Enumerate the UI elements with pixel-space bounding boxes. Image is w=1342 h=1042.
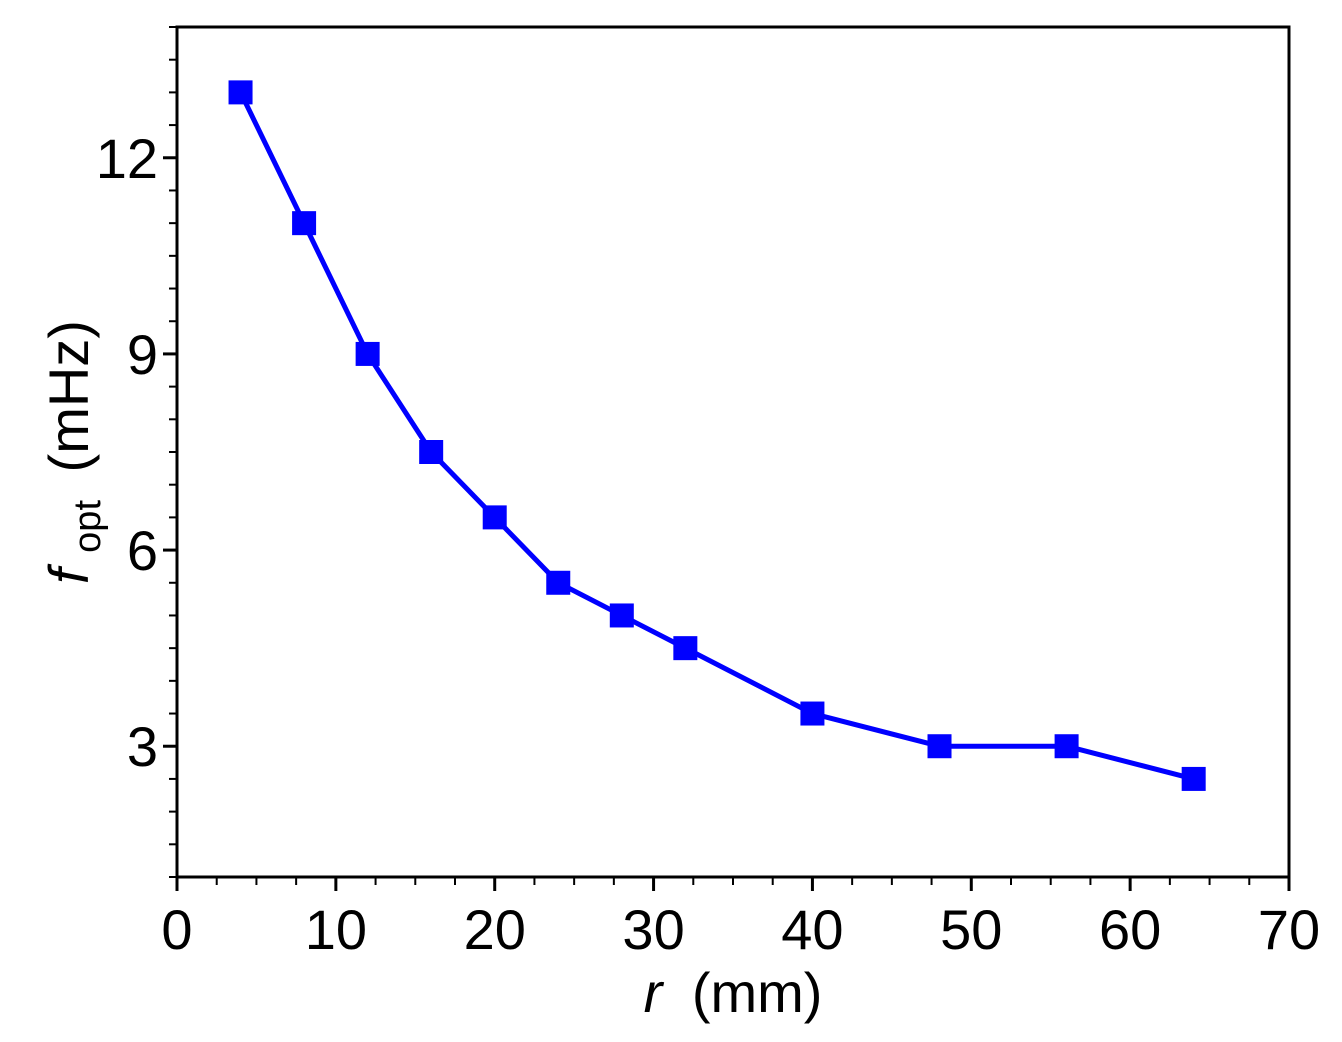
data-point [673,636,698,661]
x-tick-label: 10 [305,898,367,961]
data-point [228,80,253,105]
data-point [355,341,380,366]
x-axis-variable: r [644,961,665,1024]
major-ticks [163,156,1291,891]
data-point [1054,734,1079,759]
x-axis-title: r (mm) [644,961,823,1024]
y-axis-title: f opt (mHz) [37,320,112,584]
y-axis-subscript: opt [67,500,109,553]
data-point [419,440,444,464]
data-point [609,603,634,628]
y-tick-label: 9 [127,323,158,386]
plot-frame [175,25,1291,879]
y-tick-label: 3 [127,715,158,778]
tick-labels: 0 10 20 30 40 50 60 70 3 6 9 12 [96,127,1320,961]
series-layer [228,80,1206,791]
x-tick-label: 40 [781,898,843,961]
x-tick-label: 20 [464,898,526,961]
y-tick-label: 12 [96,127,158,190]
data-point [1181,766,1206,791]
y-tick-label: 6 [127,519,158,582]
x-tick-label: 0 [161,898,192,961]
y-axis-variable: f [37,563,100,584]
data-point [292,211,317,236]
minor-ticks [169,26,1251,885]
data-point [800,701,825,726]
data-point [482,505,507,530]
x-tick-label: 50 [940,898,1002,961]
x-tick-label: 70 [1258,898,1320,961]
data-point [927,734,952,759]
x-axis-unit: (mm) [692,961,823,1024]
y-axis-unit: (mHz) [37,320,100,472]
series-line [238,91,1195,782]
data-point [546,570,571,595]
x-tick-label: 60 [1099,898,1161,961]
x-tick-label: 30 [622,898,684,961]
